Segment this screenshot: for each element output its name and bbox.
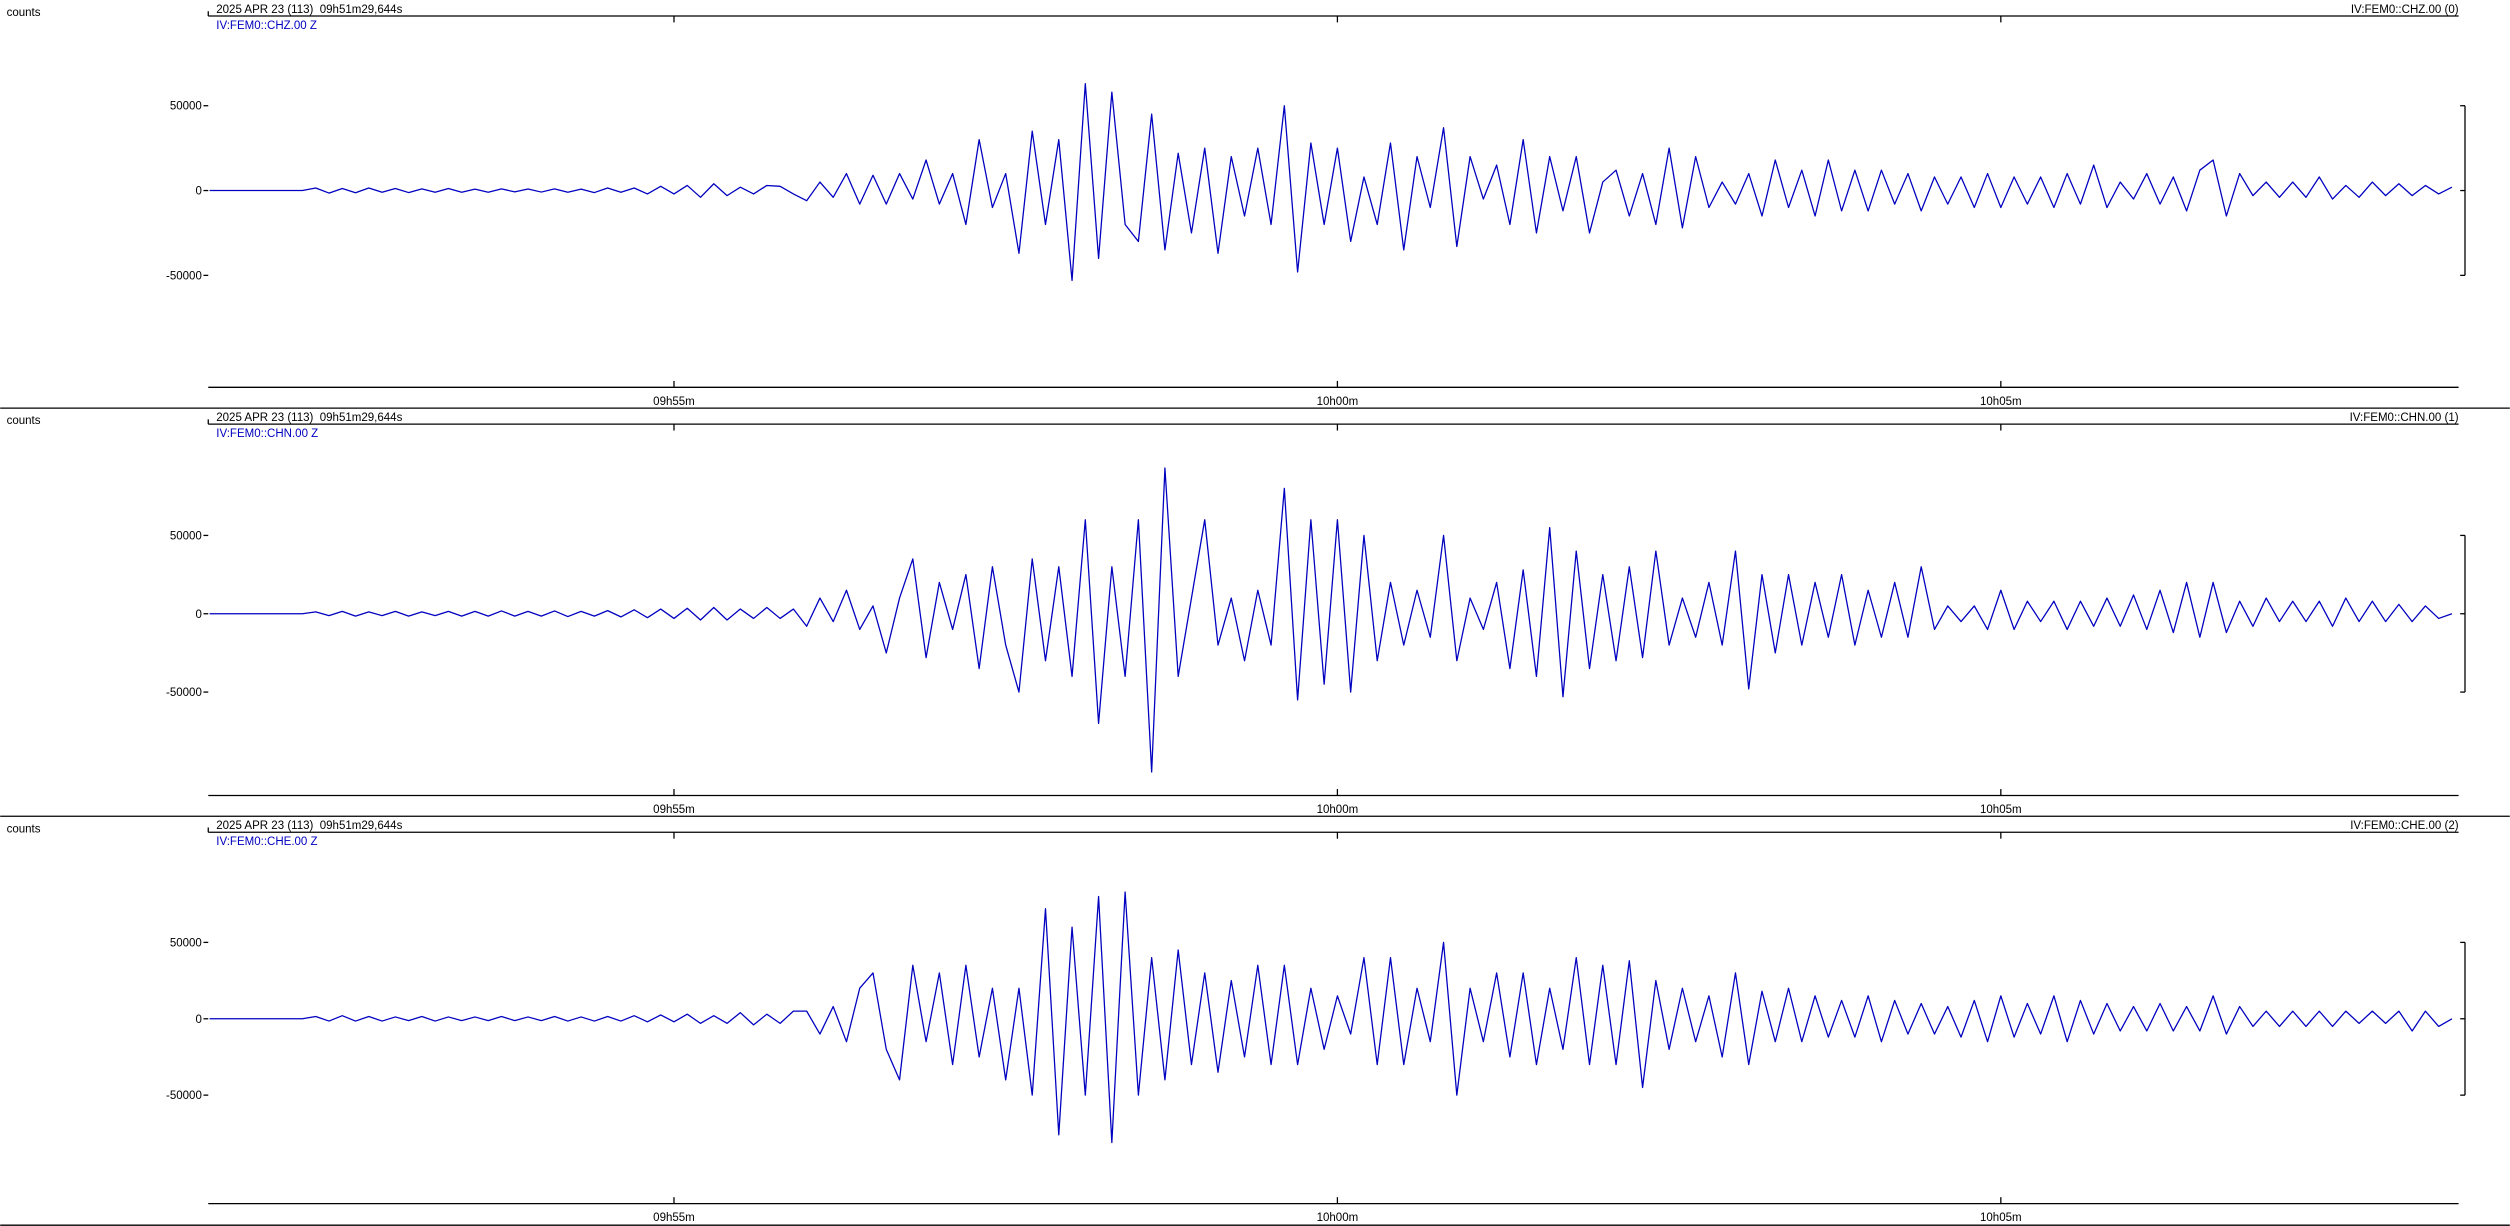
y-tick-label: 0 [195,186,201,198]
x-tick-label: 10h00m [1317,804,1359,816]
channel-id: IV:FEM0::CHE.00 (2) [2350,820,2459,832]
y-tick-label: 50000 [170,101,202,113]
y-tick-label: -50000 [166,270,202,282]
y-tick-label: -50000 [166,1090,202,1102]
x-tick-label: 10h05m [1980,396,2022,408]
channel-id: IV:FEM0::CHZ.00 (0) [2351,4,2459,16]
x-tick-label: 09h55m [653,396,695,408]
x-tick-label: 10h05m [1980,804,2022,816]
waveform [209,83,2453,282]
x-tick-label: 09h55m [653,1212,695,1224]
trace-start-time: 2025 APR 23 (113) 09h51m29,644s [216,820,402,832]
y-tick-label: -50000 [166,687,202,699]
legend-entry: IV:FEM0::CHE.00 Z [216,836,317,848]
y-tick-label: 0 [195,609,201,621]
y-axis-unit: counts [7,823,41,835]
waveform [209,467,2453,773]
waveform [209,891,2453,1144]
y-axis-unit: counts [7,415,41,427]
trace-start-time: 2025 APR 23 (113) 09h51m29,644s [216,412,402,424]
channel-id: IV:FEM0::CHN.00 (1) [2350,412,2459,424]
legend-entry: IV:FEM0::CHZ.00 Z [216,20,317,32]
x-tick-label: 10h00m [1317,1212,1359,1224]
x-tick-label: 10h05m [1980,1212,2022,1224]
x-tick-label: 10h00m [1317,396,1359,408]
trace-start-time: 2025 APR 23 (113) 09h51m29,644s [216,4,402,16]
y-axis-unit: counts [7,7,41,19]
x-tick-label: 09h55m [653,804,695,816]
y-tick-label: 0 [195,1014,201,1026]
y-tick-label: 50000 [170,937,202,949]
legend-entry: IV:FEM0::CHN.00 Z [216,428,318,440]
y-tick-label: 50000 [170,530,202,542]
